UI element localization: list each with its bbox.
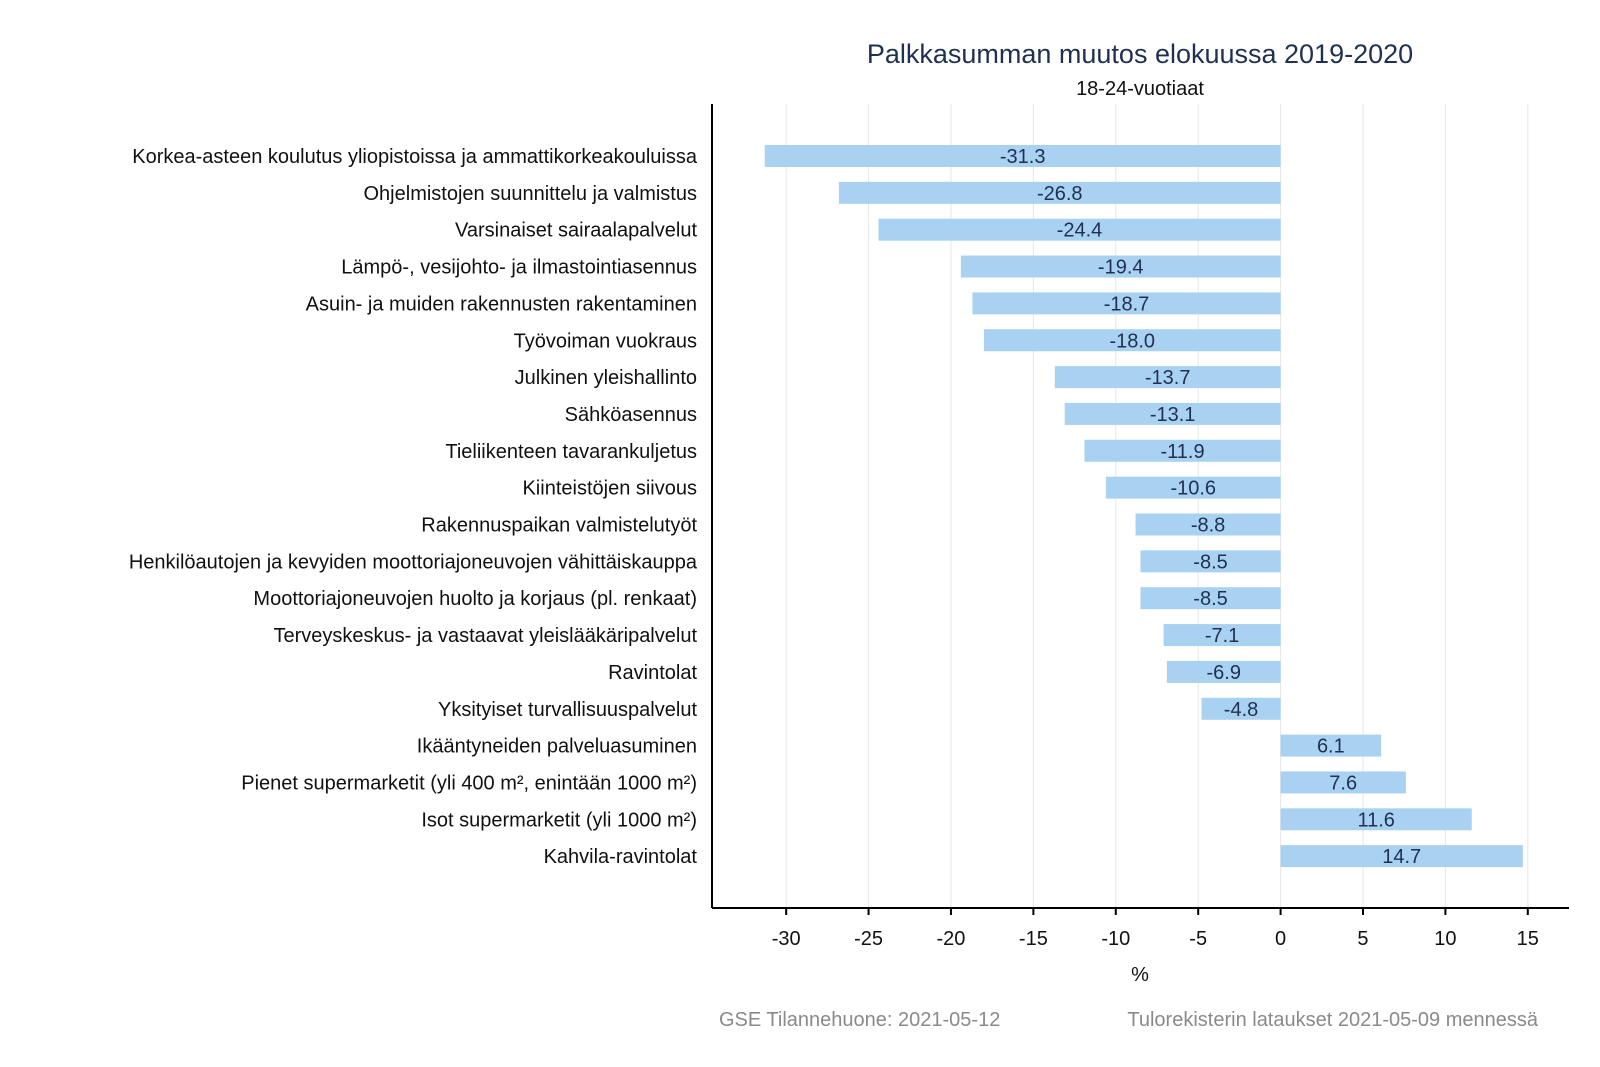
x-axis-title: % [1131,964,1149,986]
bar-10 [1135,513,1281,536]
bar-3 [960,255,1281,278]
bar-15 [1201,697,1281,720]
category-label-14: Ravintolat [608,662,697,684]
bar-value-label-1: -26.8 [1037,183,1083,205]
category-label-1: Ohjelmistojen suunnittelu ja valmistus [364,183,698,205]
x-tick-label-2: -20 [937,928,966,950]
bar-value-label-2: -24.4 [1057,220,1103,242]
category-label-11: Henkilöautojen ja kevyiden moottoriajone… [129,551,698,573]
category-label-9: Kiinteistöjen siivous [522,478,697,500]
bar-value-label-16: 6.1 [1317,736,1345,758]
x-ticks: -30 -25 -20 -15 -10 -5 0 5 10 15 [772,908,1539,950]
category-labels: Korkea-asteen koulutus yliopistoissa ja … [129,146,698,868]
bar-value-label-7: -13.1 [1150,404,1196,426]
x-tick-label-6: 0 [1275,928,1286,950]
x-tick-label-4: -10 [1101,928,1130,950]
category-label-4: Asuin- ja muiden rakennusten rakentamine… [306,293,697,315]
category-label-0: Korkea-asteen koulutus yliopistoissa ja … [132,146,698,168]
category-label-8: Tieliikenteen tavarankuljetus [445,441,697,463]
bar-value-label-0: -31.3 [1000,146,1046,168]
bar-0 [764,145,1281,167]
category-label-2: Varsinaiset sairaalapalvelut [455,220,697,242]
bar-value-label-18: 11.6 [1357,809,1394,831]
category-label-15: Yksityiset turvallisuuspalvelut [438,699,697,721]
category-label-6: Julkinen yleishallinto [515,367,697,389]
bar-value-label-17: 7.6 [1329,772,1357,794]
bar-value-label-11: -8.5 [1193,551,1227,573]
chart-subtitle: 18-24-vuotiaat [1076,78,1204,100]
footer-source: GSE Tilannehuone: 2021-05-12 [719,1009,1000,1031]
x-tick-label-9: 15 [1517,928,1539,950]
category-label-19: Kahvila-ravintolat [544,846,698,868]
bar-value-label-12: -8.5 [1193,588,1227,610]
bar-16 [1280,734,1382,757]
bar-value-label-10: -8.8 [1191,515,1225,537]
x-tick-label-5: -5 [1189,928,1207,950]
bar-4 [972,292,1281,315]
bar-9 [1105,476,1281,499]
bar-19 [1280,845,1523,868]
bar-value-label-13: -7.1 [1205,625,1239,647]
bar-value-label-15: -4.8 [1224,699,1258,721]
bar-12 [1140,587,1281,610]
category-label-10: Rakennuspaikan valmistelutyöt [421,515,697,537]
chart-title: Palkkasumman muutos elokuussa 2019-2020 [867,39,1413,69]
category-label-16: Ikääntyneiden palveluasuminen [417,736,697,758]
footer-note: Tulorekisterin lataukset 2021-05-09 menn… [1127,1009,1538,1031]
bar-value-label-9: -10.6 [1170,478,1216,500]
bar-value-label-5: -18.0 [1109,330,1155,352]
bar-value-label-6: -13.7 [1145,367,1191,389]
bar-14 [1166,660,1281,683]
bar-value-label-4: -18.7 [1104,293,1150,315]
bar-5 [983,329,1281,352]
bar-11 [1140,550,1281,573]
axes [711,104,1569,909]
category-label-18: Isot supermarketit (yli 1000 m²) [421,809,697,831]
category-label-3: Lämpö-, vesijohto- ja ilmastointiasennus [341,257,697,279]
bar-7 [1064,402,1281,425]
x-tick-label-3: -15 [1019,928,1048,950]
bar-8 [1084,439,1281,462]
bar-18 [1280,808,1472,831]
category-label-7: Sähköasennus [565,404,697,426]
bar-6 [1054,366,1281,389]
x-tick-label-7: 5 [1357,928,1368,950]
x-tick-label-0: -30 [772,928,801,950]
bar-17 [1280,771,1406,794]
bar-value-label-14: -6.9 [1206,662,1240,684]
bar-1 [838,181,1281,204]
bar-13 [1163,624,1281,647]
bar-value-label-3: -19.4 [1098,257,1144,279]
bars: -31.3 -26.8 -24.4 -19.4 -18.7 -18.0 -13.7 -13.1… [764,145,1523,868]
category-label-5: Työvoiman vuokraus [514,330,697,352]
category-label-12: Moottoriajoneuvojen huolto ja korjaus (p… [253,588,697,610]
x-tick-label-8: 10 [1434,928,1456,950]
category-label-17: Pienet supermarketit (yli 400 m², enintä… [241,772,697,794]
bar-value-label-19: 14.7 [1382,846,1421,868]
bar-2 [878,218,1281,241]
bar-value-label-8: -11.9 [1160,441,1204,463]
category-label-13: Terveyskeskus- ja vastaavat yleislääkäri… [273,625,697,647]
x-tick-label-1: -25 [854,928,883,950]
